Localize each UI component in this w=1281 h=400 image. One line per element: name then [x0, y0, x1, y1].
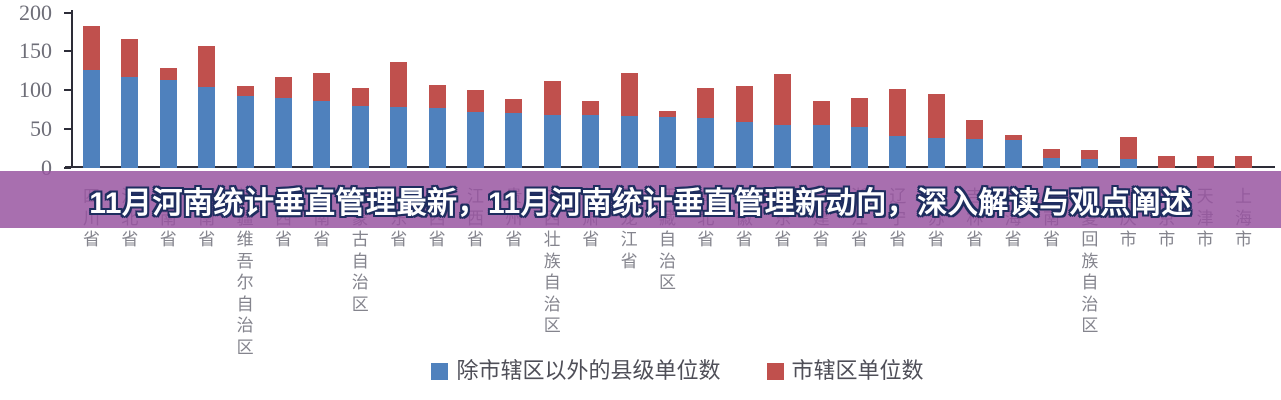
bar-segment-county	[620, 115, 638, 168]
bar-segment-county	[428, 107, 446, 168]
y-axis-line	[71, 10, 73, 168]
legend-item-district: 市辖区单位数	[766, 358, 924, 383]
bar-segment-county	[774, 124, 792, 168]
bar-segment-county	[351, 105, 369, 168]
bar-segment-district	[275, 76, 292, 98]
bar-segment-district	[582, 100, 600, 115]
bar-segment-county	[1081, 158, 1099, 168]
bar-segment-district	[467, 89, 484, 112]
bar-segment-county	[812, 124, 830, 168]
bar-segment-county	[889, 135, 907, 168]
bar-segment-county	[121, 76, 139, 168]
y-axis-tick-label: 100	[19, 77, 52, 102]
bar-segment-district	[313, 72, 331, 101]
y-axis-tick-mark	[64, 11, 71, 14]
bar-segment-district	[1081, 149, 1099, 159]
headline-banner: 11月河南统计垂直管理最新，11月河南统计垂直管理新动向，深入解读与观点阐述	[0, 171, 1281, 228]
bar-segment-district	[812, 100, 830, 125]
bar-segment-district	[198, 45, 216, 87]
bar-segment-district	[1196, 155, 1214, 168]
bar-segment-county	[966, 138, 984, 168]
bar-segment-district	[543, 80, 561, 115]
bar-segment-county	[735, 121, 753, 168]
bar-segment-district	[505, 98, 523, 113]
bar-segment-county	[159, 79, 177, 168]
bar-segment-district	[966, 119, 984, 139]
bar-segment-district	[351, 87, 369, 106]
bar-segment-district	[159, 67, 177, 80]
bar-segment-district	[659, 110, 676, 117]
bar-segment-district	[390, 61, 408, 107]
bar-segment-county	[313, 100, 331, 168]
bar-segment-county	[505, 112, 523, 168]
bar-segment-county	[1004, 139, 1022, 168]
bar-segment-county	[1119, 158, 1137, 168]
bar-segment-district	[851, 97, 868, 127]
bar-segment-district	[1119, 136, 1137, 159]
bar-segment-county	[1043, 157, 1060, 168]
y-axis-tick-mark	[64, 89, 71, 91]
bar-segment-district	[774, 73, 792, 125]
legend: 除市辖区以外的县级单位数 市辖区单位数	[37, 360, 1281, 382]
bar-segment-district	[1235, 155, 1252, 168]
bar-segment-county	[543, 114, 561, 168]
bar-segment-county	[390, 106, 408, 168]
bar-segment-county	[467, 111, 484, 168]
y-axis-tick-label: 150	[19, 38, 52, 64]
bar-segment-district	[428, 84, 446, 108]
legend-label-county: 除市辖区以外的县级单位数	[456, 358, 721, 383]
y-axis-tick-mark	[64, 166, 71, 169]
bar-segment-district	[1043, 148, 1060, 158]
bar-segment-county	[697, 117, 715, 168]
legend-label-district: 市辖区单位数	[791, 358, 924, 383]
bar-segment-district	[1004, 134, 1022, 140]
bar-segment-county	[198, 86, 216, 168]
bar-segment-district	[927, 93, 945, 138]
legend-item-county: 除市辖区以外的县级单位数	[431, 358, 721, 383]
bar-segment-county	[83, 69, 100, 168]
y-axis-tick-label: 200	[19, 0, 52, 25]
bar-segment-district	[735, 85, 753, 122]
y-axis-tick-label: 0	[41, 154, 52, 180]
y-axis-tick-label: 50	[30, 115, 52, 141]
bar-segment-county	[659, 116, 676, 168]
bar-segment-district	[697, 87, 715, 118]
headline-text: 11月河南统计垂直管理最新，11月河南统计垂直管理新动向，深入解读与观点阐述	[89, 186, 1192, 220]
bar-segment-district	[83, 25, 100, 70]
bar-segment-district	[236, 85, 254, 96]
bar-segment-county	[236, 95, 254, 168]
bar-segment-district	[1158, 155, 1176, 168]
bar-segment-district	[620, 72, 638, 116]
legend-swatch-county	[431, 362, 449, 380]
bar-segment-county	[927, 137, 945, 168]
y-axis-tick-mark	[64, 127, 71, 130]
legend-swatch-district	[766, 362, 784, 380]
bar-segment-district	[121, 38, 139, 77]
y-axis-tick-mark	[64, 50, 71, 53]
bar-segment-county	[275, 97, 292, 168]
bar-segment-district	[889, 88, 907, 136]
bar-segment-county	[582, 114, 600, 168]
bar-segment-county	[851, 126, 868, 168]
